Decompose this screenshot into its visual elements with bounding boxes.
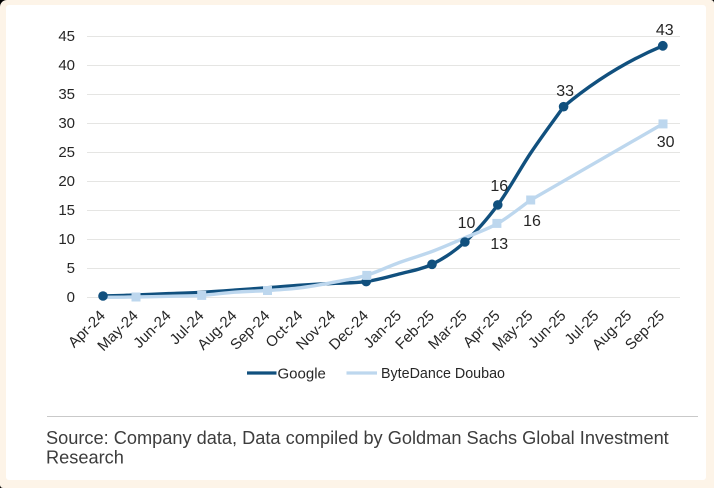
svg-text:43: 43 — [656, 22, 674, 39]
svg-text:35: 35 — [58, 86, 75, 103]
svg-text:40: 40 — [58, 57, 75, 74]
svg-text:Research: Research — [46, 448, 124, 468]
svg-text:10: 10 — [58, 231, 75, 248]
svg-text:30: 30 — [657, 134, 675, 151]
svg-text:10: 10 — [458, 215, 476, 232]
svg-text:Jun-25: Jun-25 — [525, 307, 569, 351]
svg-text:ByteDance Doubao: ByteDance Doubao — [381, 366, 505, 382]
svg-text:25: 25 — [58, 144, 75, 161]
svg-text:16: 16 — [490, 178, 508, 195]
svg-text:45: 45 — [58, 28, 75, 45]
svg-text:5: 5 — [67, 260, 75, 277]
svg-text:13: 13 — [490, 236, 508, 253]
svg-text:30: 30 — [58, 115, 75, 132]
svg-text:Jun-24: Jun-24 — [130, 307, 174, 351]
svg-text:0: 0 — [67, 289, 75, 306]
svg-text:16: 16 — [523, 213, 541, 230]
svg-text:33: 33 — [556, 83, 574, 100]
svg-text:Source: Company data, Data com: Source: Company data, Data compiled by G… — [46, 428, 669, 448]
svg-text:20: 20 — [58, 173, 75, 190]
svg-text:15: 15 — [58, 202, 75, 219]
svg-text:Google: Google — [278, 366, 326, 383]
